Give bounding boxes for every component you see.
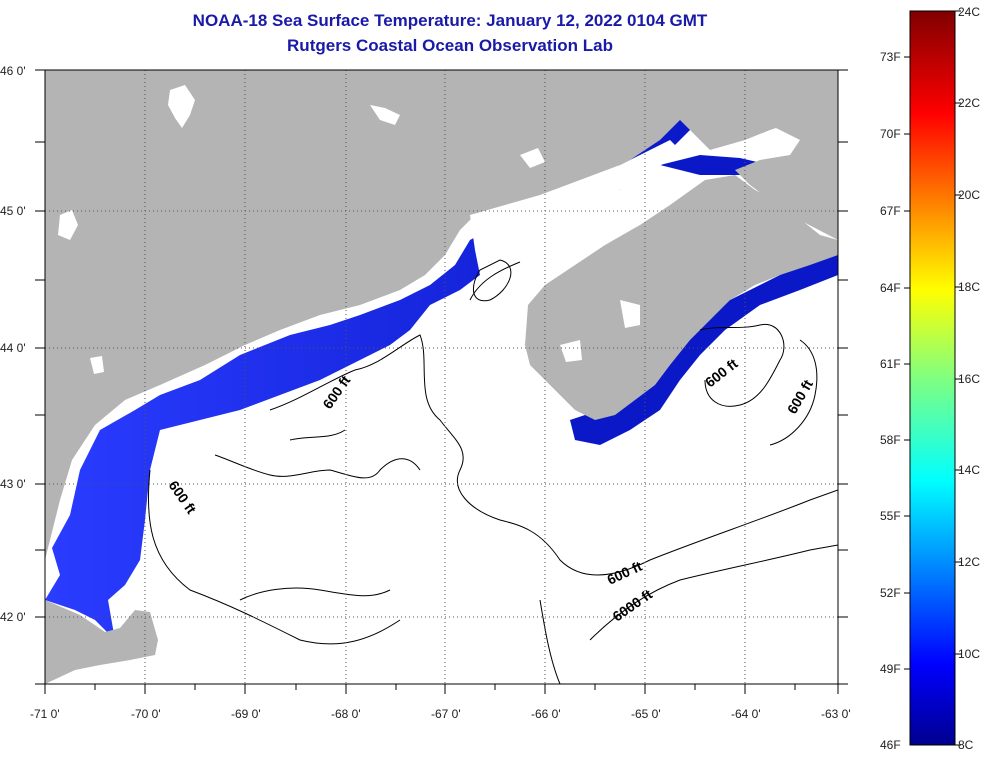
lon-tick-marks: [44, 684, 839, 694]
lat-label-43: 43 0': [0, 477, 26, 491]
colorbar: [909, 10, 956, 746]
bathymetry-contours: [147, 259, 838, 684]
lat-label-45: 45 0': [0, 204, 26, 218]
cbar-c-20: 20C: [958, 188, 980, 202]
cbar-c-16: 16C: [958, 372, 980, 386]
map-grid: [45, 70, 838, 684]
land-capecod: [45, 600, 158, 684]
cbar-c-24: 24C: [958, 5, 980, 19]
cbar-c-14: 14C: [958, 463, 980, 477]
cbar-f-67: 67F: [880, 204, 901, 218]
cbar-c-12: 12C: [958, 555, 980, 569]
chart-title: NOAA-18 Sea Surface Temperature: January…: [192, 11, 708, 30]
cbar-c-10: 10C: [958, 647, 980, 661]
cbar-f-64: 64F: [880, 281, 901, 295]
cbar-f-55: 55F: [880, 509, 901, 523]
colorbar-ticks: [904, 10, 961, 746]
lon-label-70: -70 0': [131, 707, 161, 721]
lon-label-65: -65 0': [631, 707, 661, 721]
cbar-c-18: 18C: [958, 280, 980, 294]
cbar-f-49: 49F: [880, 662, 901, 676]
cbar-c-8: 8C: [958, 738, 974, 752]
bay-of-fundy: [470, 140, 680, 300]
cbar-f-61: 61F: [880, 357, 901, 371]
lat-label-46: 46 0': [0, 64, 26, 78]
cbar-c-22: 22C: [958, 96, 980, 110]
cbar-f-70: 70F: [880, 127, 901, 141]
map-border: [44, 69, 839, 685]
cbar-f-73: 73F: [880, 50, 901, 64]
land-upper-right: [690, 70, 838, 240]
lon-label-69: -69 0': [231, 707, 261, 721]
cbar-f-58: 58F: [880, 433, 901, 447]
lat-label-42: 42 0': [0, 610, 26, 624]
cbar-f-46: 46F: [880, 738, 901, 752]
land-nova-scotia: [525, 175, 838, 420]
lon-label-64: -64 0': [731, 707, 761, 721]
lon-label-68: -68 0': [331, 707, 361, 721]
lon-label-63: -63 0': [821, 707, 851, 721]
lon-label-66: -66 0': [531, 707, 561, 721]
lat-tick-marks: [35, 69, 848, 685]
lon-label-67: -67 0': [431, 707, 461, 721]
land-maine-newbrunswick: [45, 70, 838, 560]
lon-label-71: -71 0': [30, 707, 60, 721]
lakes: [58, 85, 640, 374]
lat-label-44: 44 0': [0, 341, 26, 355]
cbar-f-52: 52F: [880, 586, 901, 600]
chart-subtitle: Rutgers Coastal Ocean Observation Lab: [287, 36, 613, 55]
